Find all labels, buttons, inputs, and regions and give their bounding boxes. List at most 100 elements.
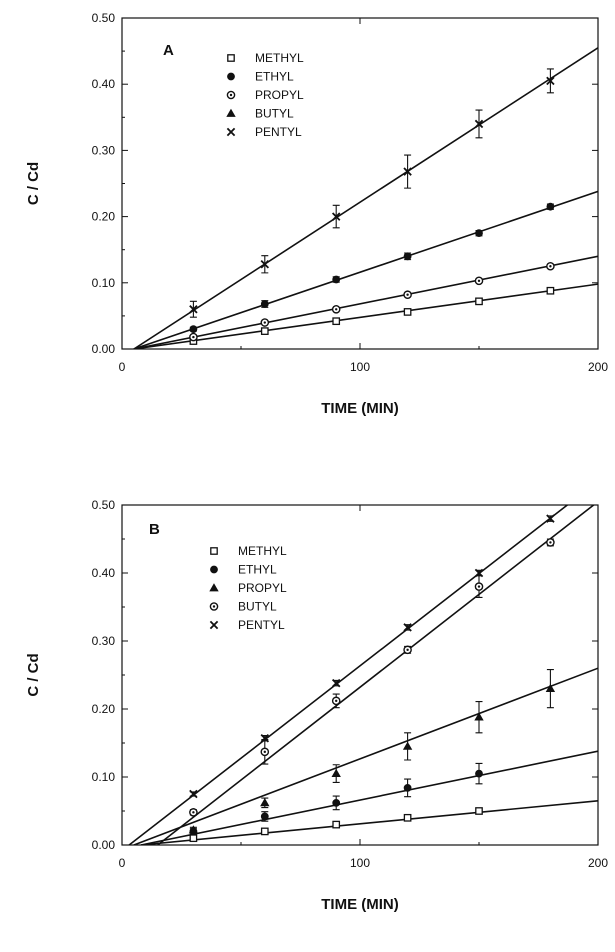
y-tick-label: 0.50 <box>92 498 116 512</box>
data-point-propyl <box>188 825 199 834</box>
panel-a: 0.00 0.10 0.20 0.30 0.40 0.50 0 100 200 TIME (MIN… <box>25 11 608 417</box>
data-point-butyl-dot <box>477 585 481 588</box>
fit-line-propyl <box>133 255 598 349</box>
data-point-ethyl <box>260 812 269 821</box>
data-point-methyl <box>475 807 483 815</box>
legend-label-propyl: PROPYL <box>238 581 287 595</box>
legend-marker-propyl-dot <box>229 93 233 97</box>
data-point-ethyl <box>260 300 269 308</box>
data-point-propyl-dot <box>335 308 338 311</box>
data-point-propyl <box>260 798 270 807</box>
data-point-propyl <box>260 318 270 327</box>
legend-label-methyl: METHYL <box>255 51 304 65</box>
x-tick-label: 200 <box>588 360 608 374</box>
y-tick-label: 0.40 <box>92 566 116 580</box>
legend-marker-methyl <box>227 54 235 62</box>
fit-line-methyl <box>133 283 598 349</box>
y-axis-title: C / Cd <box>25 162 42 205</box>
data-point-methyl <box>403 813 412 822</box>
legend-label-pentyl: PENTYL <box>238 618 285 632</box>
legend-label-pentyl: PENTYL <box>255 125 302 139</box>
plot-frame <box>121 17 599 350</box>
y-tick-label: 0.30 <box>92 143 116 157</box>
data-point-butyl <box>189 808 198 817</box>
data-point-butyl <box>546 538 555 547</box>
y-tick-label: 0.40 <box>92 77 116 91</box>
data-point-pentyl <box>260 260 270 269</box>
data-point-butyl <box>331 696 341 706</box>
legend-label-butyl: BUTYL <box>238 600 277 614</box>
data-point-ethyl <box>403 783 412 792</box>
data-point-propyl <box>474 712 484 721</box>
panel-b: 0.00 0.10 0.20 0.30 0.40 0.50 0 100 200 TIME (MIN… <box>25 498 608 913</box>
x-tick-label: 200 <box>588 856 608 870</box>
legend-marker-pentyl <box>209 620 219 630</box>
legend-label-methyl: METHYL <box>238 544 287 558</box>
fit-line-ethyl <box>140 750 598 845</box>
legend-label-ethyl: ETHYL <box>255 70 294 84</box>
fit-line-pentyl <box>128 505 569 845</box>
data-point-pentyl <box>331 678 341 688</box>
fit-line-methyl <box>140 800 598 845</box>
x-axis-title: TIME (MIN) <box>321 896 398 913</box>
y-axis-title: C / Cd <box>25 653 42 696</box>
data-point-pentyl <box>403 623 412 632</box>
y-tick-label: 0.20 <box>92 210 116 224</box>
x-axis-title: TIME (MIN) <box>321 400 398 417</box>
data-point-propyl-dot <box>192 335 195 339</box>
data-point-butyl <box>260 747 270 757</box>
data-point-pentyl <box>189 305 198 314</box>
legend-marker-butyl <box>226 108 236 117</box>
data-point-ethyl <box>546 202 555 211</box>
data-point-propyl-dot <box>549 265 552 268</box>
data-point-pentyl <box>260 734 270 743</box>
data-point-butyl-dot <box>192 811 195 814</box>
data-point-propyl-dot <box>406 293 409 296</box>
legend-label-propyl: PROPYL <box>255 88 304 102</box>
legend-marker-butyl-dot <box>212 605 216 608</box>
data-point-butyl-dot <box>406 648 409 652</box>
data-point-propyl <box>331 768 341 777</box>
data-point-methyl <box>260 827 269 836</box>
data-point-ethyl <box>475 229 483 238</box>
data-point-pentyl <box>403 167 412 176</box>
data-point-propyl <box>545 683 556 692</box>
legend-marker-methyl <box>210 547 218 555</box>
fit-line-ethyl <box>133 190 598 349</box>
y-tick-label: 0.10 <box>92 276 116 290</box>
y-tick-label: 0.20 <box>92 702 116 716</box>
x-tick-label: 100 <box>350 856 370 870</box>
fit-line-pentyl <box>133 47 598 349</box>
data-point-ethyl <box>475 769 483 778</box>
x-tick-label: 0 <box>119 856 126 870</box>
y-tick-label: 0.30 <box>92 634 116 648</box>
data-point-propyl <box>546 261 555 271</box>
data-point-methyl <box>332 820 341 829</box>
data-point-methyl <box>403 308 412 316</box>
data-point-pentyl <box>474 119 484 129</box>
data-point-propyl-dot <box>263 321 266 324</box>
data-point-propyl <box>189 332 198 342</box>
data-point-butyl-dot <box>335 699 338 703</box>
fit-line-propyl <box>133 667 598 845</box>
panel-label: A <box>163 42 174 59</box>
data-point-methyl <box>189 834 198 843</box>
data-point-ethyl <box>189 325 198 334</box>
data-point-methyl <box>332 317 341 326</box>
fit-line-butyl <box>157 505 595 845</box>
data-point-pentyl <box>546 514 555 523</box>
legend-marker-ethyl <box>210 565 218 574</box>
legend-marker-ethyl <box>227 72 235 81</box>
data-point-butyl-dot <box>263 750 266 754</box>
data-point-methyl <box>546 286 555 295</box>
panel-label: B <box>149 521 160 538</box>
data-point-butyl <box>474 582 484 591</box>
data-point-propyl-dot <box>477 279 481 283</box>
data-point-ethyl <box>332 798 341 807</box>
legend-label-butyl: BUTYL <box>255 107 294 121</box>
data-point-butyl <box>403 645 412 655</box>
legend-marker-propyl <box>209 583 219 592</box>
x-tick-label: 0 <box>119 360 126 374</box>
